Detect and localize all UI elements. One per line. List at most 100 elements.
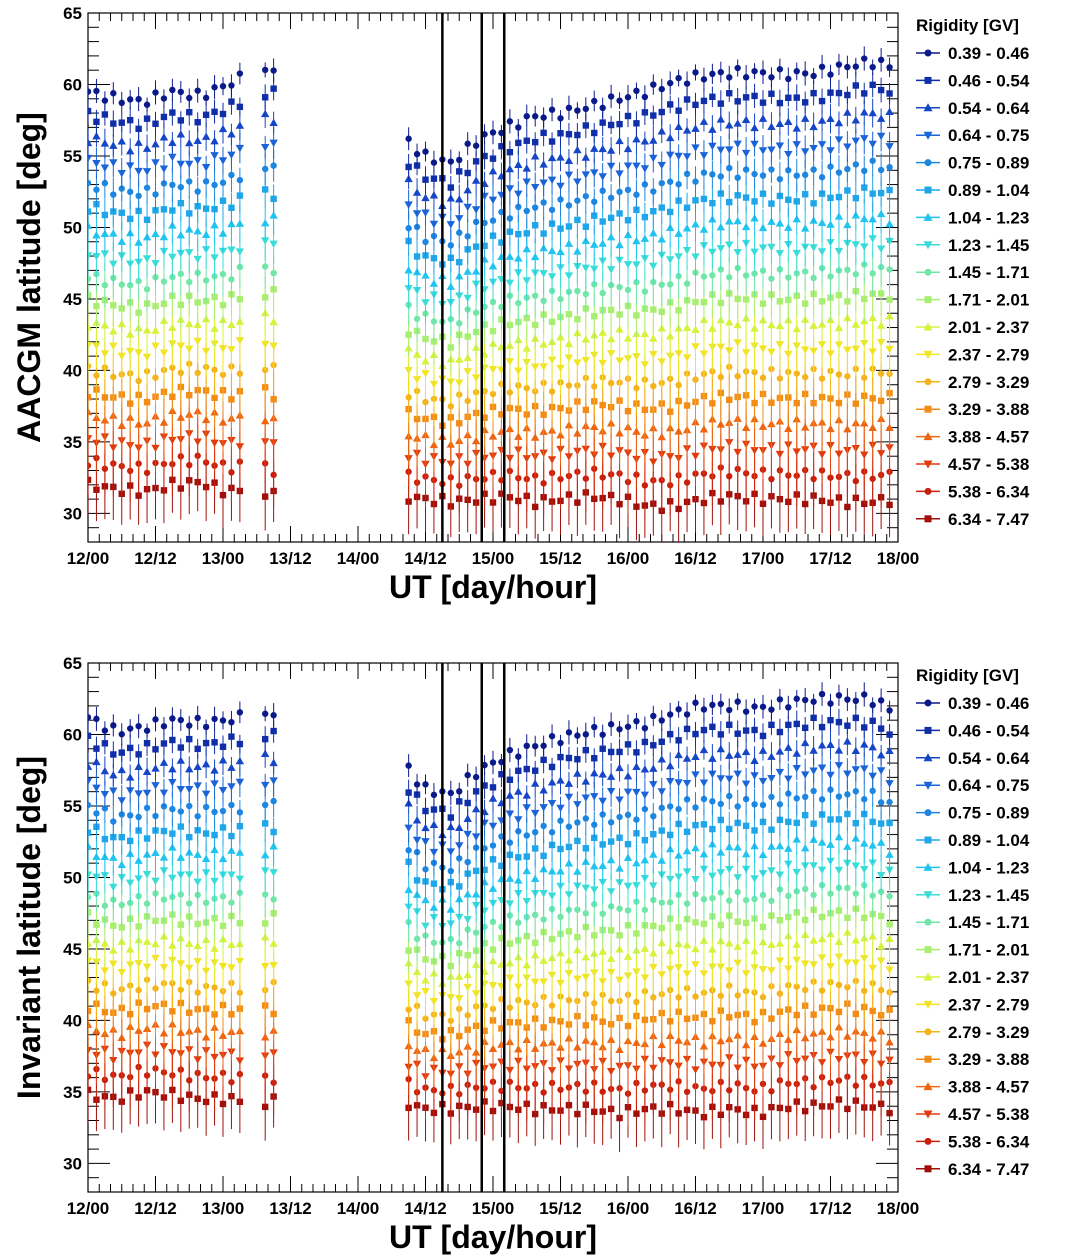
x-axis-title: UT [day/hour] [389, 1219, 597, 1255]
data-point [742, 94, 750, 101]
data-point [88, 252, 93, 260]
data-point [556, 264, 565, 272]
data-point [810, 200, 817, 207]
data-point [759, 891, 767, 899]
data-point [202, 178, 210, 185]
data-point [591, 495, 598, 503]
data-point [817, 141, 827, 149]
data-point [716, 343, 726, 351]
data-point [810, 72, 817, 80]
data-point [498, 143, 505, 150]
data-point [540, 230, 547, 237]
x-tick-label: 14/00 [337, 549, 380, 568]
data-point [93, 303, 100, 310]
data-point [185, 939, 194, 948]
data-point [429, 997, 439, 1006]
data-point [186, 461, 193, 469]
data-point [463, 186, 472, 194]
data-point [716, 146, 726, 155]
data-point [785, 913, 792, 921]
legend-marker [924, 49, 932, 57]
data-point [522, 455, 531, 463]
data-point [539, 270, 548, 278]
data-point [227, 940, 236, 949]
data-point [591, 383, 598, 390]
data-point [261, 920, 269, 927]
data-point [228, 82, 235, 89]
data-point [464, 333, 471, 340]
data-point [582, 290, 590, 298]
data-point [100, 321, 110, 329]
data-point [219, 491, 227, 499]
data-point [405, 331, 412, 338]
data-point [801, 70, 809, 77]
data-point [827, 474, 834, 481]
data-point [658, 179, 665, 187]
data-point [835, 89, 843, 97]
data-point [88, 179, 92, 187]
data-point [665, 133, 675, 142]
data-point [768, 1088, 775, 1095]
data-point [861, 500, 868, 508]
data-point [632, 261, 641, 269]
data-point [194, 188, 201, 195]
data-point [683, 170, 691, 178]
data-point [456, 229, 463, 236]
data-point [810, 475, 817, 483]
data-point [269, 139, 278, 148]
data-point [88, 977, 92, 984]
data-point [236, 103, 244, 111]
data-point [194, 87, 201, 94]
data-point [581, 952, 591, 961]
data-point [632, 134, 641, 143]
data-point [734, 192, 741, 199]
data-point [607, 379, 615, 387]
data-point [219, 893, 227, 900]
data-point [844, 63, 851, 71]
data-point [742, 896, 750, 904]
series-0.64-0.75 [88, 120, 894, 241]
data-point [151, 444, 160, 453]
data-point [210, 254, 219, 262]
data-point [658, 281, 665, 288]
data-point [834, 247, 844, 256]
data-point [785, 296, 792, 304]
data-point [810, 274, 817, 282]
data-point [260, 416, 270, 425]
data-point [143, 101, 151, 108]
data-point [556, 979, 565, 988]
data-point [88, 394, 92, 401]
data-point [591, 1000, 598, 1007]
data-point [489, 918, 497, 926]
legend-label: 3.88 - 4.57 [948, 428, 1029, 447]
data-point [261, 891, 269, 898]
data-point [489, 129, 497, 136]
data-point [540, 297, 547, 305]
data-point [581, 153, 591, 161]
data-point [852, 161, 860, 168]
data-point [784, 424, 793, 433]
data-point [125, 162, 135, 170]
data-point [498, 1025, 505, 1032]
data-point [775, 250, 785, 258]
data-point [101, 902, 109, 909]
legend-marker [924, 186, 932, 194]
data-point [834, 1056, 844, 1064]
data-point [606, 334, 616, 343]
data-point [717, 266, 725, 273]
data-point [489, 298, 497, 306]
data-point [844, 165, 851, 173]
data-point [93, 87, 100, 95]
data-point [650, 922, 657, 930]
data-point [861, 914, 868, 922]
data-point [709, 199, 716, 207]
data-point [666, 281, 674, 288]
data-point [733, 216, 742, 225]
data-point [126, 96, 134, 103]
data-point [565, 223, 573, 230]
data-point [827, 273, 834, 280]
data-point [405, 225, 412, 232]
data-point [218, 418, 228, 426]
data-point [599, 474, 606, 481]
data-point [564, 453, 574, 461]
